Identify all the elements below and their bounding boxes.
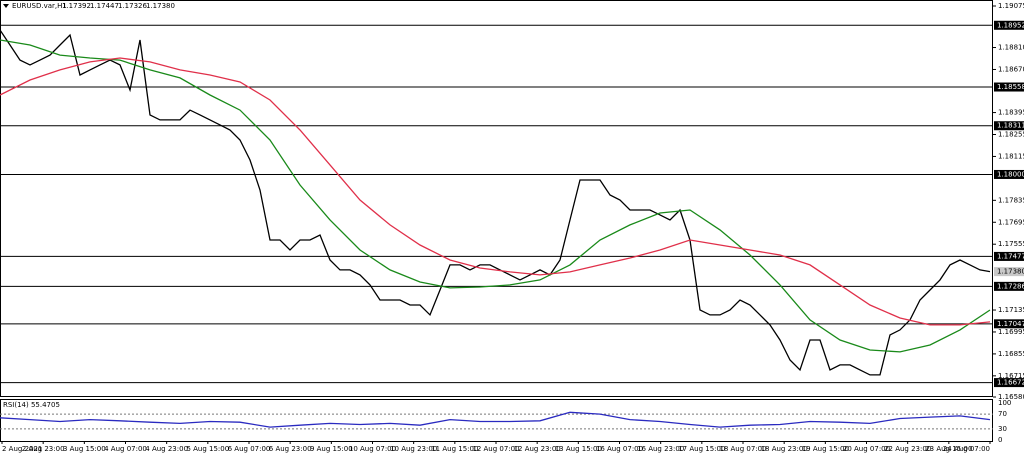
level-tag xyxy=(994,20,1024,30)
x-tick-label: 9 Aug 15:00 xyxy=(310,445,353,453)
y-tick-label: 1.16715 xyxy=(998,372,1024,380)
menu-arrow xyxy=(3,4,9,8)
x-tick-label: 6 Aug 23:00 xyxy=(269,445,312,453)
x-tick-label: 13 Aug 15:00 xyxy=(555,445,602,453)
y-tick-label: 1.17135 xyxy=(998,306,1024,314)
level-label: 1.18558 xyxy=(997,83,1024,91)
level-tag xyxy=(994,281,1024,291)
level-label: 1.18952 xyxy=(997,21,1024,29)
y-tick-label: 1.17555 xyxy=(998,240,1024,248)
level-label: 1.16672 xyxy=(997,379,1024,387)
price-line xyxy=(0,39,991,353)
x-tick-label: 16 Aug 23:00 xyxy=(637,445,684,453)
y-tick-label: 1.18255 xyxy=(998,131,1024,139)
level-label: 1.18000 xyxy=(997,170,1024,178)
x-tick-label: 20 Aug 07:00 xyxy=(843,445,890,453)
level-label: 1.17477 xyxy=(997,252,1024,260)
x-tick-label: 23 Aug 15:00 xyxy=(925,445,972,453)
chart-title: EURUSD.var,H1 xyxy=(12,2,67,10)
rsi-tick-label: 70 xyxy=(998,410,1007,418)
x-tick-label: 18 Aug 23:00 xyxy=(761,445,808,453)
x-tick-label: 4 Aug 07:00 xyxy=(104,445,147,453)
rsi-title: RSI(14) 55.4705 xyxy=(3,401,60,409)
price-line xyxy=(0,411,991,428)
x-tick-label: 12 Aug 07:00 xyxy=(472,445,519,453)
level-tag xyxy=(994,169,1024,179)
x-tick-label: 6 Aug 07:00 xyxy=(228,445,271,453)
x-tick-label: 16 Aug 07:00 xyxy=(596,445,643,453)
x-tick-label: 17 Aug 15:00 xyxy=(678,445,725,453)
y-tick-label: 1.18395 xyxy=(998,109,1024,117)
x-tick-label: 19 Aug 15:00 xyxy=(802,445,849,453)
y-tick-label: 1.17835 xyxy=(998,196,1024,204)
price-line xyxy=(0,57,991,326)
y-tick-label: 1.16855 xyxy=(998,350,1024,358)
level-tag xyxy=(994,121,1024,131)
x-tick-label: 18 Aug 07:00 xyxy=(719,445,766,453)
quote: 1.17447 xyxy=(90,2,119,10)
quote: 1.17380 xyxy=(146,2,175,10)
rsi-tick-label: 30 xyxy=(998,425,1007,433)
y-tick-label: 1.17695 xyxy=(998,218,1024,226)
level-tag xyxy=(994,251,1024,261)
x-tick-label: 4 Aug 23:00 xyxy=(145,445,188,453)
y-tick-label: 1.18670 xyxy=(998,65,1024,73)
x-tick-label: 2 Aug 2021 xyxy=(2,445,42,453)
x-tick-label: 22 Aug 23:00 xyxy=(884,445,931,453)
level-tag xyxy=(994,82,1024,92)
rsi-tick-label: 100 xyxy=(998,399,1011,407)
y-tick-label: 1.19075 xyxy=(998,2,1024,10)
rsi-frame xyxy=(0,399,993,442)
x-tick-label: 10 Aug 23:00 xyxy=(390,445,437,453)
rsi-tick-label: 0 xyxy=(998,436,1002,444)
y-tick-label: 1.18115 xyxy=(998,152,1024,160)
x-tick-label: 2 Aug 23:00 xyxy=(22,445,65,453)
x-tick-label: 5 Aug 15:00 xyxy=(186,445,229,453)
current-tag xyxy=(994,267,1024,277)
price-line xyxy=(0,29,991,376)
level-label: 1.18311 xyxy=(997,122,1024,130)
level-label: 1.17047 xyxy=(997,320,1024,328)
x-tick-label: 12 Aug 23:00 xyxy=(514,445,561,453)
level-label: 1.17286 xyxy=(997,282,1024,290)
x-tick-label: 3 Aug 15:00 xyxy=(63,445,106,453)
y-tick-label: 1.16580 xyxy=(998,393,1024,401)
y-tick-label: 1.16995 xyxy=(998,328,1024,336)
main-frame xyxy=(0,0,993,397)
quote: 1.17326 xyxy=(118,2,147,10)
current-label: 1.17380 xyxy=(997,268,1024,276)
quote: 1.17392 xyxy=(62,2,91,10)
x-tick-label: 10 Aug 07:00 xyxy=(349,445,396,453)
level-tag xyxy=(994,319,1024,329)
y-tick-label: 1.18810 xyxy=(998,44,1024,52)
level-tag xyxy=(994,378,1024,388)
x-tick-label: 11 Aug 15:00 xyxy=(431,445,478,453)
x-tick-label: 24 Aug 07:00 xyxy=(943,445,990,453)
